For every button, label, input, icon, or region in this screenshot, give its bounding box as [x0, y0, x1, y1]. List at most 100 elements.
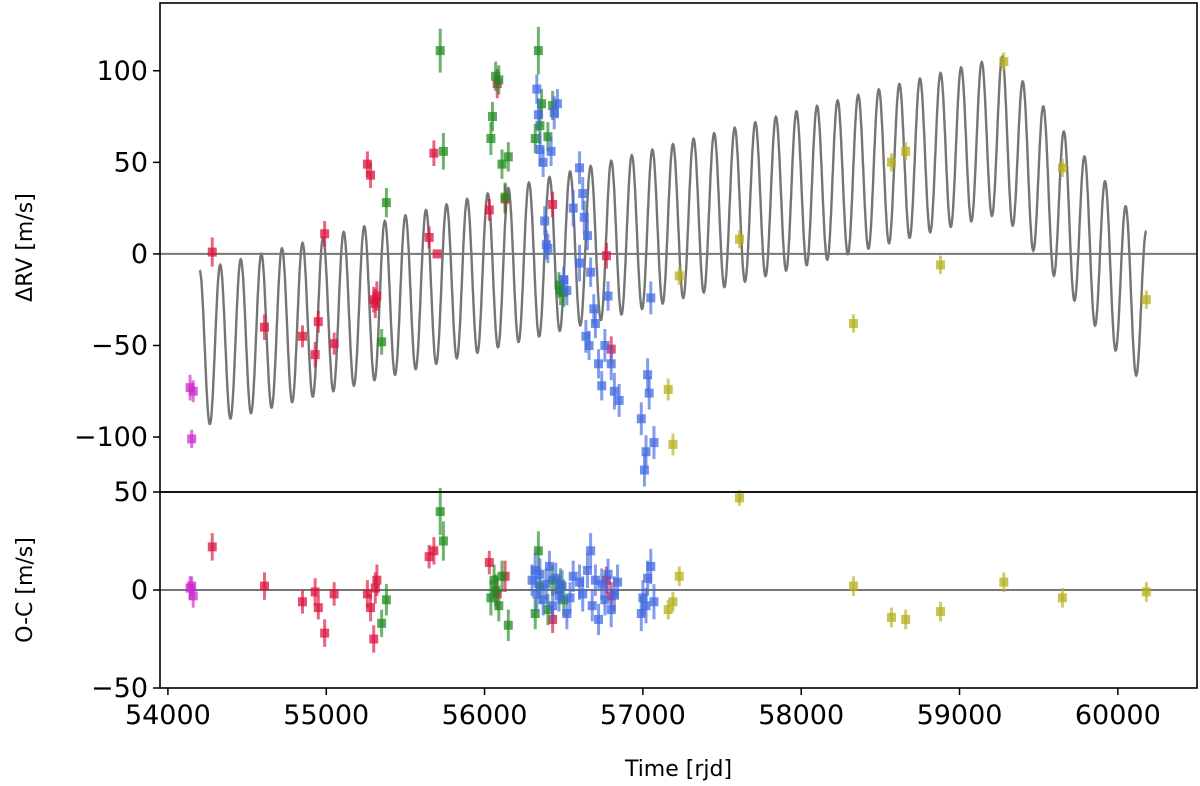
rv-data-point — [366, 170, 376, 180]
residual-data-point — [362, 589, 372, 599]
rv-data-point — [646, 293, 656, 303]
rv-data-point — [188, 386, 198, 396]
time-x-tick-label: 55000 — [283, 700, 369, 731]
rv-data-point — [187, 434, 197, 444]
rv-data-point — [559, 275, 569, 285]
residual-data-point — [313, 603, 323, 613]
rv-data-point — [668, 439, 678, 449]
rv-data-point — [329, 339, 339, 349]
time-x-ticks: 54000 55000 56000 57000 58000 59000 60000 — [125, 688, 1161, 731]
residual-data-point — [606, 605, 616, 615]
residual-y-axis-label: O-C [m/s] — [13, 537, 38, 643]
rv-data-point — [597, 381, 607, 391]
rv-data-point — [370, 298, 380, 308]
rv-data-point — [609, 386, 619, 396]
residual-data-point — [486, 593, 496, 603]
rv-data-point — [535, 145, 545, 155]
residual-data-point — [538, 595, 548, 605]
rv-data-point — [586, 267, 596, 277]
rv-model-curve — [198, 54, 1148, 426]
residual-data-point — [643, 573, 653, 583]
time-x-axis-label: Time [rjd] — [624, 757, 732, 782]
rv-data-point — [549, 108, 559, 118]
residual-data-point — [503, 620, 513, 630]
residual-data-point — [613, 577, 623, 587]
residual-data-point — [554, 591, 564, 601]
rv-data-point — [734, 234, 744, 244]
rv-data-point — [535, 121, 545, 131]
residual-data-point — [641, 601, 651, 611]
rv-data-point — [936, 260, 946, 270]
residual-data-point — [587, 601, 597, 611]
rv-data-point — [207, 247, 217, 257]
rv-data-point — [663, 384, 673, 394]
residual-data-point — [435, 507, 445, 517]
rv-data-point — [362, 159, 372, 169]
rv-data-point — [297, 331, 307, 341]
residual-data-point — [297, 597, 307, 607]
rv-data-point — [533, 110, 543, 120]
rv-data-point — [432, 249, 442, 259]
residual-data-point — [530, 609, 540, 619]
time-x-tick-label: 56000 — [442, 700, 528, 731]
residual-data-point — [594, 614, 604, 624]
rv-data-point — [999, 57, 1009, 67]
time-x-tick-label: 59000 — [917, 700, 1003, 731]
rv-data-point — [575, 258, 585, 268]
rv-data-point — [310, 350, 320, 360]
residual-data-point — [551, 573, 561, 583]
rv-data-point — [848, 319, 858, 329]
rv-y-tick-label: 0 — [131, 239, 148, 270]
rv-data-point — [313, 317, 323, 327]
rv-data-point — [546, 146, 556, 156]
rv-y-ticks: −100 −50 0 50 100 — [74, 56, 160, 453]
rv-data-point — [578, 188, 588, 198]
rv-data-point — [886, 157, 896, 167]
residual-data-point — [901, 614, 911, 624]
rv-y-tick-label: 100 — [96, 56, 148, 87]
residual-panel: −50 0 50 54000 55000 56000 57000 58000 59000 600… — [13, 477, 1198, 782]
residual-data-points — [185, 488, 1151, 653]
rv-data-point — [548, 101, 558, 111]
residual-data-point — [548, 601, 558, 611]
residual-data-point — [372, 575, 382, 585]
residual-data-point — [936, 607, 946, 617]
residual-data-point — [370, 583, 380, 593]
residual-data-point — [559, 595, 569, 605]
rv-data-point — [543, 132, 553, 142]
rv-data-point — [372, 291, 382, 301]
residual-data-point — [484, 558, 494, 568]
time-x-tick-label: 58000 — [758, 700, 844, 731]
residual-y-tick-label: −50 — [91, 673, 148, 704]
rv-data-point — [568, 203, 578, 213]
rv-data-point — [487, 112, 497, 122]
rv-data-point — [497, 159, 507, 169]
rv-data-point — [575, 163, 585, 173]
residual-y-tick-label: 0 — [131, 575, 148, 606]
residual-data-point — [489, 575, 499, 585]
rv-data-point — [1057, 163, 1067, 173]
rv-data-point — [486, 134, 496, 144]
residual-data-point — [575, 577, 585, 587]
rv-data-point — [639, 465, 649, 475]
residual-data-point — [646, 561, 656, 571]
residual-data-point — [381, 595, 391, 605]
residual-data-point — [320, 628, 330, 638]
residual-data-point — [638, 593, 648, 603]
rv-data-point — [259, 322, 269, 332]
rv-data-point — [554, 280, 564, 290]
residual-data-point — [533, 546, 543, 556]
rv-data-point — [590, 319, 600, 329]
residual-data-point — [438, 536, 448, 546]
time-x-tick-label: 57000 — [600, 700, 686, 731]
time-x-tick-label: 54000 — [125, 700, 211, 731]
residual-data-point — [565, 593, 575, 603]
rv-data-point — [377, 337, 387, 347]
residual-data-point — [544, 561, 554, 571]
rv-data-point — [674, 271, 684, 281]
residual-data-point — [366, 603, 376, 613]
rv-data-point — [582, 231, 592, 241]
residual-data-point — [532, 589, 542, 599]
residual-data-point — [497, 571, 507, 581]
